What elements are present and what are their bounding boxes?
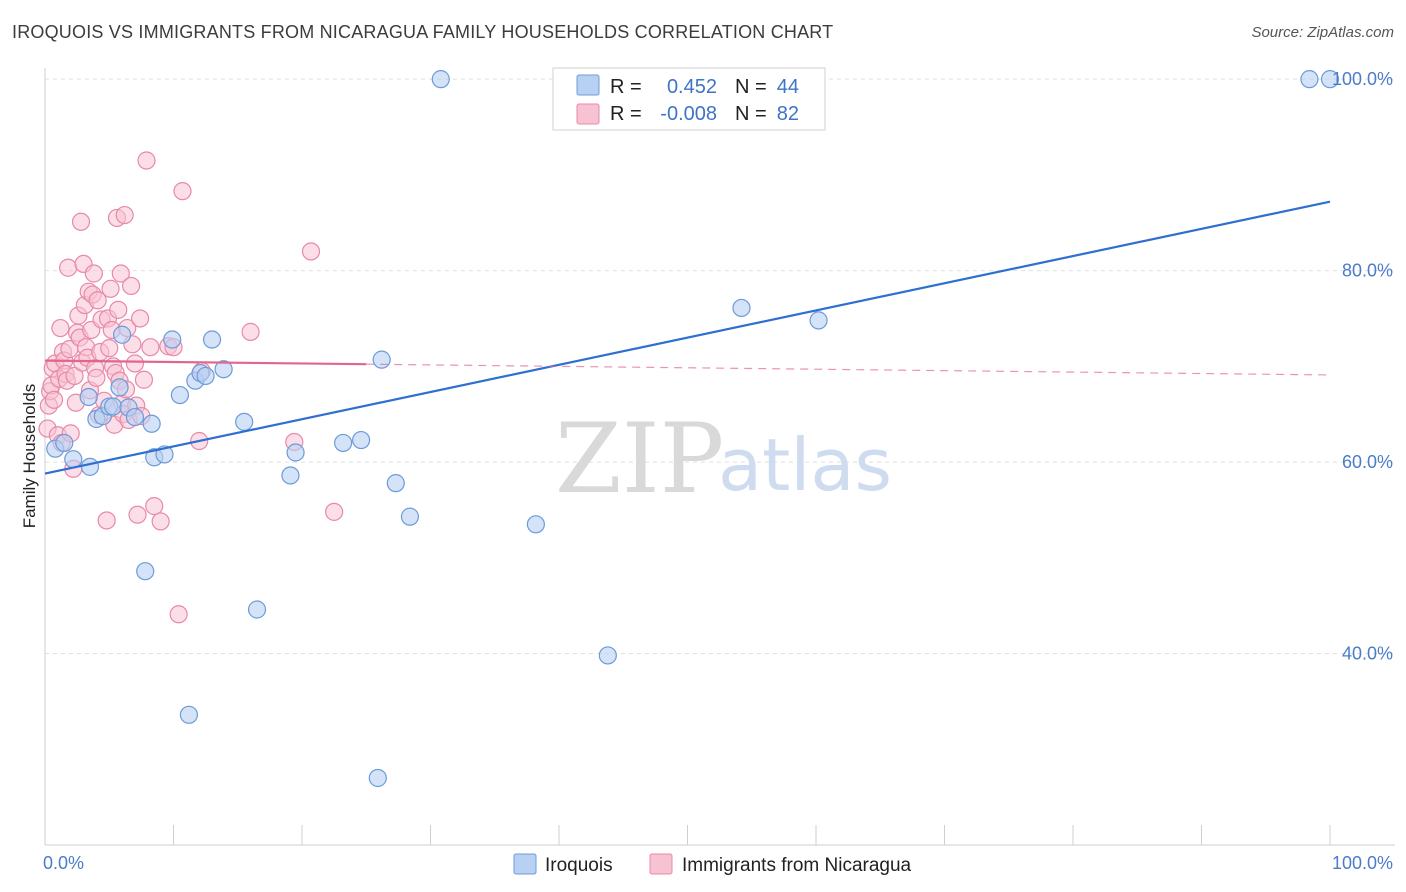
iroquois-point-8 — [104, 397, 123, 416]
nicaragua-point-60 — [121, 276, 141, 296]
iroquois-point-41 — [1320, 70, 1340, 89]
legend-swatch-nicaragua — [576, 103, 600, 125]
nicaragua-point-53 — [111, 264, 130, 283]
series-legend: Iroquois Immigrants from Nicaragua — [513, 853, 912, 876]
legend-n-label-1: N = — [735, 76, 767, 98]
nicaragua-point-75 — [173, 182, 192, 201]
nicaragua-point-65 — [130, 309, 150, 328]
trend-lines — [44, 200, 1331, 475]
legend-n-value-2: 82 — [777, 103, 799, 125]
legend-n-value-1: 44 — [777, 76, 799, 98]
iroquois-point-40 — [1300, 70, 1319, 89]
iroquois-point-28 — [286, 443, 305, 462]
nicaragua-point-15 — [59, 258, 78, 277]
nicaragua-point-36 — [87, 368, 106, 387]
nicaragua-point-45 — [101, 279, 120, 298]
iroquois-point-37 — [598, 646, 617, 665]
nicaragua-point-42 — [97, 511, 116, 530]
nicaragua-point-68 — [137, 151, 156, 170]
axes — [44, 68, 1395, 846]
nicaragua-point-34 — [84, 264, 103, 283]
chart-title: IROQUOIS VS IMMIGRANTS FROM NICARAGUA FA… — [12, 22, 834, 42]
nicaragua-point-67 — [134, 370, 154, 389]
bottom-legend-label-iroquois: Iroquois — [545, 855, 613, 876]
nicaragua-point-37 — [88, 291, 107, 310]
iroquois-point-24 — [214, 360, 233, 379]
bottom-legend-swatch-nicaragua — [649, 853, 673, 875]
series-iroquois-points — [46, 70, 1340, 788]
iroquois-point-12 — [125, 407, 145, 427]
iroquois-point-1 — [55, 433, 74, 453]
x-tick-label-max: 100.0% — [1332, 853, 1393, 873]
nicaragua-point-62 — [125, 354, 145, 373]
x-tick-label-min: 0.0% — [43, 853, 84, 873]
nicaragua-trend-line-solid — [44, 359, 367, 366]
iroquois-point-14 — [142, 414, 161, 433]
iroquois-point-22 — [196, 366, 215, 386]
y-axis-label: Family Households — [20, 384, 39, 529]
y-tick-label-3: 100.0% — [1332, 69, 1393, 89]
iroquois-point-19 — [179, 705, 199, 724]
legend-r-label-1: R = — [610, 76, 642, 98]
iroquois-point-4 — [80, 457, 100, 476]
iroquois-point-17 — [163, 330, 182, 349]
iroquois-point-26 — [247, 600, 267, 619]
nicaragua-point-51 — [109, 300, 128, 319]
nicaragua-trend-line-dashed — [366, 363, 1331, 376]
y-tick-label-0: 40.0% — [1342, 644, 1393, 664]
nicaragua-point-74 — [169, 605, 188, 624]
y-tick-labels: 40.0% 60.0% 80.0% 100.0% — [1332, 69, 1393, 663]
iroquois-point-25 — [235, 412, 254, 431]
source-credit: Source: ZipAtlas.com — [1251, 24, 1394, 41]
nicaragua-point-81 — [325, 502, 344, 521]
nicaragua-point-69 — [141, 338, 160, 357]
legend-r-label-2: R = — [610, 103, 642, 125]
iroquois-point-23 — [202, 330, 222, 349]
watermark-atlas: atlas — [718, 423, 892, 507]
y-tick-label-1: 60.0% — [1342, 452, 1393, 472]
iroquois-point-29 — [334, 433, 353, 453]
nicaragua-point-9 — [51, 318, 70, 338]
grid-lines — [45, 78, 1395, 655]
y-tick-label-2: 80.0% — [1342, 261, 1393, 281]
iroquois-point-31 — [368, 768, 387, 788]
iroquois-point-39 — [809, 311, 828, 330]
iroquois-point-10 — [112, 325, 132, 344]
nicaragua-point-56 — [115, 205, 134, 225]
iroquois-point-2 — [64, 450, 83, 469]
iroquois-point-13 — [136, 562, 155, 581]
watermark-zip: ZIP — [555, 403, 724, 515]
bottom-legend-label-nicaragua: Immigrants from Nicaragua — [682, 855, 912, 876]
iroquois-point-38 — [732, 298, 751, 318]
nicaragua-point-64 — [128, 505, 147, 524]
iroquois-point-9 — [110, 378, 129, 397]
legend-swatch-iroquois — [576, 74, 600, 96]
iroquois-point-33 — [386, 474, 405, 493]
nicaragua-point-78 — [241, 322, 260, 341]
bottom-legend-swatch-iroquois — [513, 853, 537, 875]
nicaragua-point-5 — [44, 390, 64, 409]
legend-n-label-2: N = — [735, 103, 767, 125]
nicaragua-point-44 — [100, 339, 119, 358]
nicaragua-point-24 — [71, 212, 91, 231]
iroquois-point-32 — [372, 350, 391, 369]
nicaragua-point-80 — [301, 242, 321, 261]
legend-r-value-2: -0.008 — [660, 103, 717, 125]
x-tick-labels: 0.0% 100.0% — [43, 853, 1393, 873]
nicaragua-point-19 — [65, 366, 84, 386]
nicaragua-point-71 — [151, 512, 170, 531]
iroquois-point-3 — [79, 387, 98, 407]
iroquois-point-36 — [526, 515, 545, 534]
iroquois-point-27 — [281, 466, 300, 485]
nicaragua-point-70 — [145, 497, 164, 516]
iroquois-point-18 — [170, 385, 190, 405]
stats-legend: R = 0.452 N = 44 R = -0.008 N = 82 — [552, 67, 826, 131]
iroquois-trend-line — [44, 200, 1331, 475]
iroquois-point-34 — [400, 507, 420, 526]
iroquois-point-30 — [352, 430, 371, 450]
legend-r-value-1: 0.452 — [667, 76, 717, 98]
iroquois-point-35 — [431, 70, 450, 89]
